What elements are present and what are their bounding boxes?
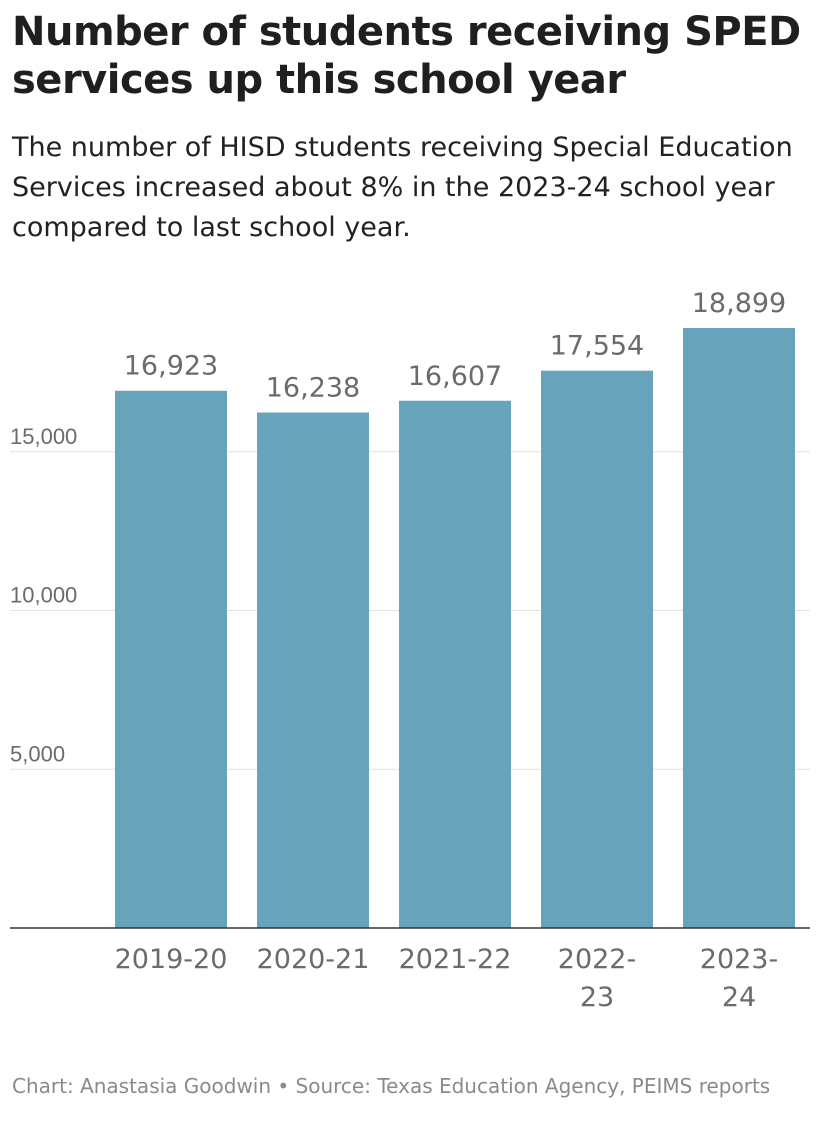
x-tick-label: 2019-20: [115, 944, 228, 975]
chart-subtitle: The number of HISD students receiving Sp…: [12, 132, 793, 243]
bar: [115, 390, 227, 928]
data-label: 16,607: [408, 361, 502, 392]
x-tick-label: 2020-21: [257, 944, 370, 975]
bars: 16,923 2019-20 16,238 2020-21 16,607 2021-22 1…: [115, 288, 795, 1013]
data-label: 16,238: [266, 372, 360, 403]
bar-chart: 5,000 10,000 15,000 16,923 2019-20 16,238 202…: [10, 288, 810, 1013]
chart-title: Number of students receiving SPED servic…: [12, 9, 801, 103]
y-tick-label: 5,000: [10, 741, 65, 766]
x-tick-label: 2021-22: [399, 944, 512, 975]
y-tick-label: 10,000: [10, 583, 77, 608]
bar: [683, 328, 795, 928]
data-label: 16,923: [124, 351, 218, 382]
x-tick-label: 2023-24: [700, 944, 778, 1013]
bar: [399, 400, 511, 928]
y-tick-label: 15,000: [10, 424, 77, 449]
data-label: 17,554: [550, 331, 644, 362]
bar: [541, 370, 653, 928]
bar: [257, 412, 369, 928]
data-label: 18,899: [692, 288, 786, 319]
chart-credit: Chart: Anastasia Goodwin • Source: Texas…: [12, 1074, 771, 1098]
x-tick-label: 2022-23: [558, 944, 636, 1013]
